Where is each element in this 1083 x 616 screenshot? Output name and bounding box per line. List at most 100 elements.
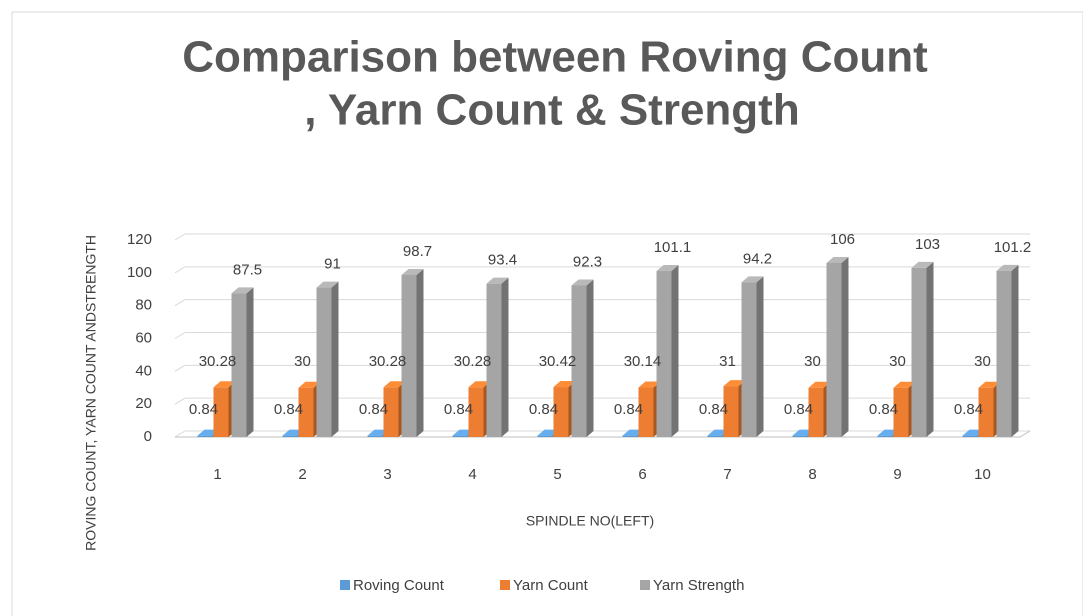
bar-side [501,277,509,437]
data-label: 0.84 [614,401,643,418]
data-label: 103 [915,236,940,253]
bar [197,435,213,437]
y-tick-label: 0 [144,428,152,445]
bar [486,283,502,437]
bar [316,287,332,437]
bar [367,435,383,437]
bar [571,285,587,437]
bar-side [331,281,339,437]
bar [553,387,569,437]
bar-top [553,381,576,388]
y-tick-label: 60 [135,329,152,346]
data-label: 101.1 [654,239,692,256]
bar [826,262,842,437]
data-label: 91 [324,256,341,273]
data-label: 0.84 [274,401,303,418]
bar-side [841,256,849,437]
x-tick-label: 6 [638,466,646,483]
x-axis-label: SPINDLE NO(LEFT) [526,513,654,529]
y-tick-label: 80 [135,297,152,314]
data-label: 30.28 [369,353,407,370]
bar-top [638,381,661,388]
bar [741,282,757,437]
legend-label: Yarn Count [513,577,589,594]
data-label: 30 [889,353,906,370]
bar [452,435,468,437]
bar-top [401,268,424,275]
x-tick-label: 4 [468,466,476,483]
data-label: 94.2 [743,250,772,267]
bar [231,293,247,437]
bar-top [298,381,321,388]
grid-line [174,233,1030,241]
bar [707,435,723,437]
data-label: 30.28 [454,353,492,370]
data-label: 0.84 [784,401,813,418]
bar-top [213,381,236,388]
bar [808,387,824,437]
bar [638,387,654,437]
data-label: 106 [830,231,855,248]
data-label: 0.84 [869,401,898,418]
bar [383,387,399,437]
bar-top [826,256,849,263]
bar [962,435,978,437]
bar-top [893,381,916,388]
chart-title: Comparison between Roving Count [182,33,928,82]
grid-line [174,266,1030,274]
bar-top [468,381,491,388]
data-label: 92.3 [573,253,602,270]
data-label: 98.7 [403,243,432,260]
bar-top [978,381,1001,388]
bar [792,435,808,437]
data-label: 0.84 [699,401,728,418]
bar [622,435,638,437]
data-label: 30.14 [624,353,662,370]
bar-top [316,281,339,288]
y-tick-label: 120 [127,231,152,248]
data-label: 101.2 [994,239,1032,256]
data-label: 0.84 [444,401,473,418]
data-label: 0.84 [189,401,218,418]
data-label: 93.4 [488,252,517,269]
x-tick-label: 8 [808,466,816,483]
bar-side [671,265,679,437]
bar [877,435,893,437]
bar-top [571,279,594,286]
bar [996,270,1012,437]
bar-top [808,381,831,388]
bar-side [416,268,424,437]
data-label: 30 [294,353,311,370]
x-tick-label: 10 [974,466,991,483]
x-tick-label: 7 [723,466,731,483]
legend-label: Yarn Strength [653,577,744,594]
legend-swatch [500,580,510,590]
bar [656,271,672,437]
data-label: 31 [719,353,736,370]
bar-top [383,381,406,388]
legend-swatch [340,580,350,590]
data-label: 30 [974,353,991,370]
bar [298,387,314,437]
bar-top [996,264,1019,271]
bar-top [741,276,764,283]
bar [401,274,417,437]
legend-swatch [640,580,650,590]
bar [468,387,484,437]
data-label: 0.84 [529,401,558,418]
bar-top [231,287,254,294]
bar [911,267,927,437]
chart-frame [11,11,1083,616]
chart-title: , Yarn Count & Strength [304,86,799,135]
x-tick-label: 3 [383,466,391,483]
data-label: 87.5 [233,261,262,278]
x-tick-label: 5 [553,466,561,483]
bar-side [586,279,594,437]
bar-side [756,276,764,437]
bar [723,386,739,437]
bar [537,435,553,437]
y-axis-label: ROVING COUNT, YARN COUNT ANDSTRENGTH [83,235,99,551]
data-label: 30 [804,353,821,370]
bar-side [926,261,934,437]
